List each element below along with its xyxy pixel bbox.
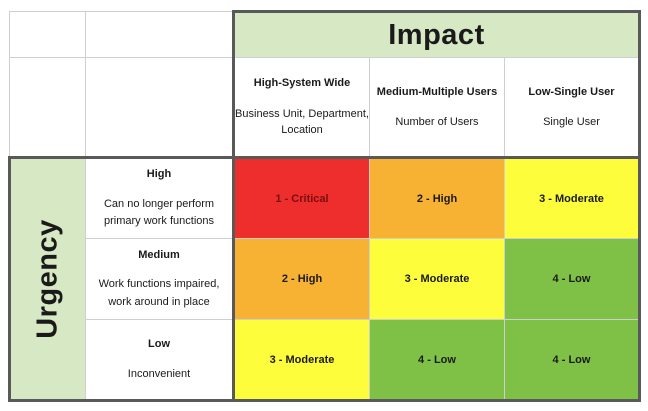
- urgency-row-high: Urgency High Can no longer perform prima…: [8, 156, 641, 402]
- urgency-row-title: Low: [148, 337, 170, 350]
- urgency-row-description: Work functions impaired, work around in …: [98, 278, 220, 308]
- priority-cell: 2 - High: [369, 156, 505, 239]
- impact-column-description: Single User: [543, 116, 600, 128]
- impact-column-description: Number of Users: [395, 116, 479, 128]
- priority-cell: 4 - Low: [504, 319, 641, 402]
- urgency-row-title: Medium: [138, 248, 180, 261]
- priority-cell: 2 - High: [232, 238, 370, 320]
- corner-blank-3: [9, 57, 86, 158]
- impact-title: Impact: [232, 10, 641, 58]
- impact-column-description: Business Unit, Department, Location: [235, 107, 369, 137]
- urgency-row-medium: Medium Work functions impaired, work aro…: [10, 238, 641, 320]
- urgency-row-description: Can no longer perform primary work funct…: [103, 197, 215, 228]
- urgency-title-cell: Urgency: [8, 156, 86, 402]
- urgency-row-header-medium: Medium Work functions impaired, work aro…: [85, 238, 234, 320]
- impact-column-title: Low-Single User: [528, 85, 615, 98]
- urgency-row-header-low: Low Inconvenient: [85, 319, 234, 402]
- impact-column-title: High-System Wide: [253, 77, 351, 90]
- corner-blank-4: [85, 57, 234, 158]
- priority-cell: 4 - Low: [504, 238, 641, 320]
- impact-column-high: High-System Wide Business Unit, Departme…: [232, 57, 370, 158]
- urgency-row-description: Inconvenient: [127, 367, 191, 380]
- priority-cell: 3 - Moderate: [232, 319, 370, 402]
- impact-title-row: Impact: [9, 10, 641, 58]
- urgency-row-title: High: [146, 168, 172, 181]
- urgency-title: Urgency: [31, 219, 64, 339]
- impact-column-low: Low-Single User Single User: [504, 57, 641, 158]
- corner-blank-2: [85, 11, 234, 58]
- priority-cell: 1 - Critical: [232, 156, 370, 239]
- corner-blank-1: [9, 11, 86, 58]
- urgency-row-header-high: High Can no longer perform primary work …: [85, 156, 234, 239]
- impact-column-title: Medium-Multiple Users: [376, 85, 498, 98]
- impact-header-row: High-System Wide Business Unit, Departme…: [9, 57, 641, 158]
- impact-column-medium: Medium-Multiple Users Number of Users: [369, 57, 505, 158]
- priority-cell: 3 - Moderate: [504, 156, 641, 239]
- priority-matrix: Impact High-System Wide Business Unit, D…: [8, 10, 641, 402]
- priority-cell: 4 - Low: [369, 319, 505, 402]
- priority-cell: 3 - Moderate: [369, 238, 505, 320]
- urgency-row-low: Low Inconvenient 3 - Moderate 4 - Low 4 …: [10, 319, 641, 402]
